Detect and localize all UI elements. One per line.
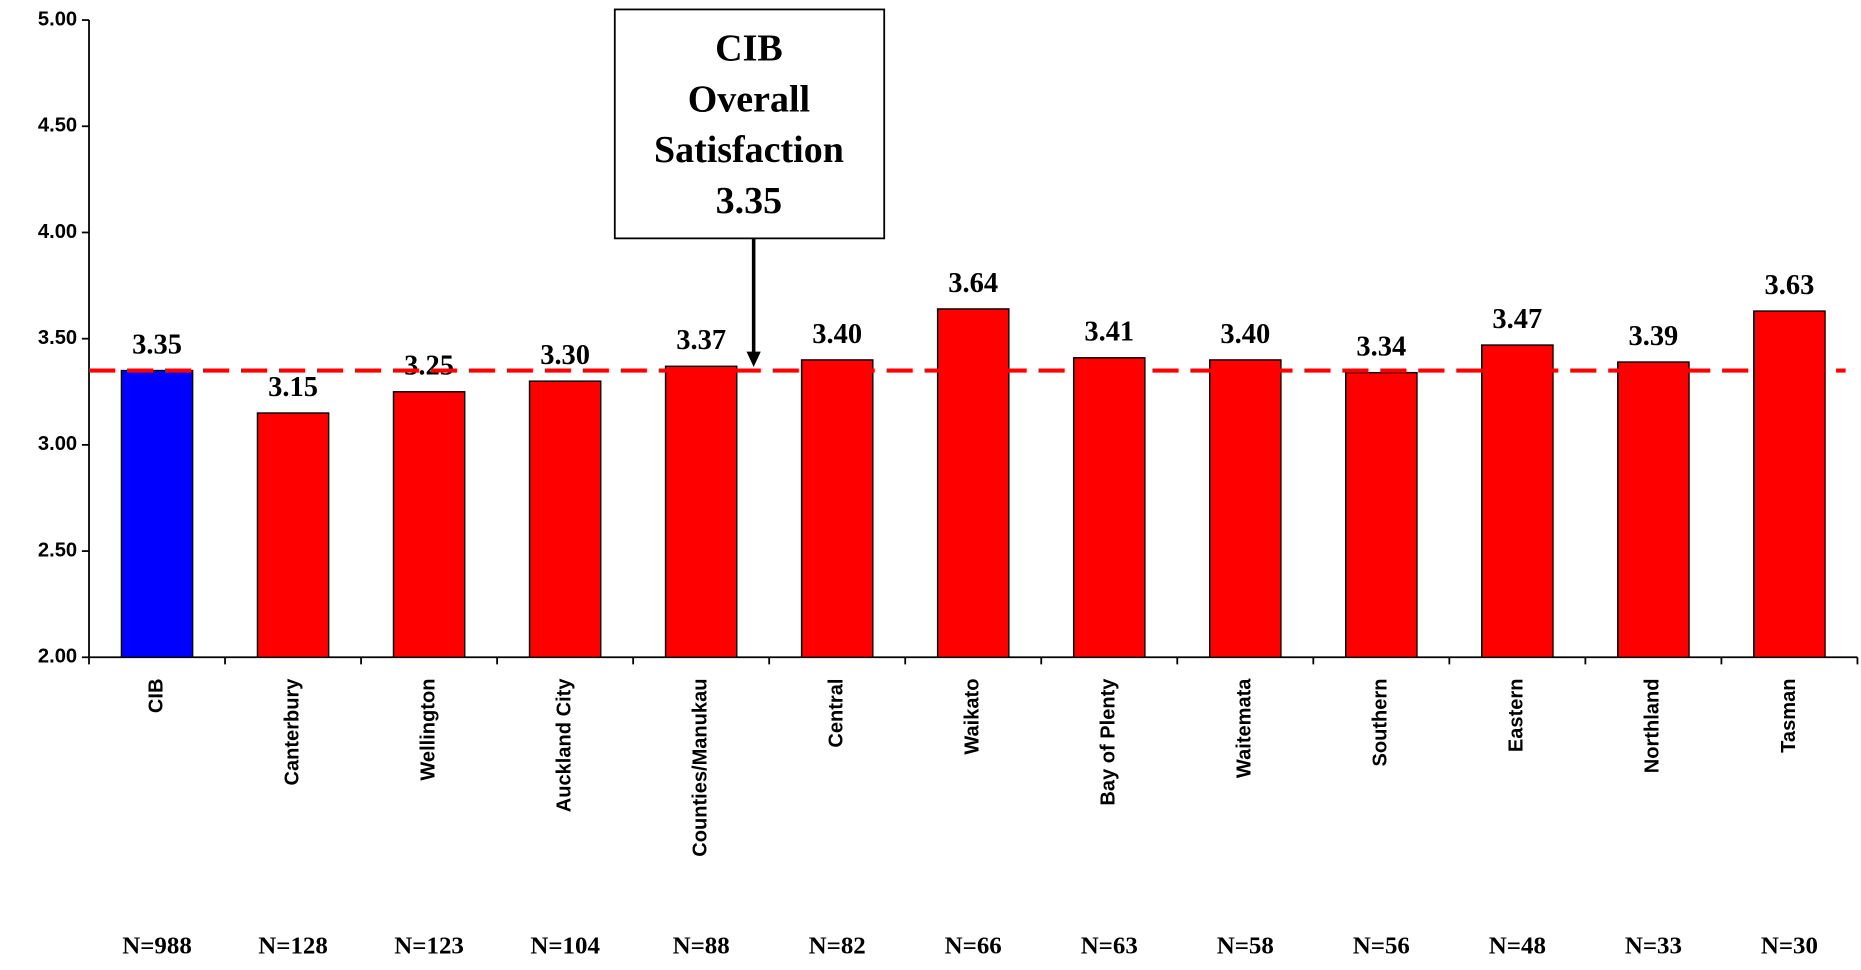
bar [664, 365, 738, 658]
x-tick-label: Wellington [417, 679, 439, 781]
bar [120, 369, 194, 658]
y-tick-label: 3.00 [38, 433, 77, 455]
y-tick-label: 3.50 [38, 327, 77, 349]
value-label: 3.40 [812, 319, 862, 350]
bar [1481, 344, 1554, 658]
bar [1208, 359, 1282, 658]
x-tick-label: Auckland City [553, 678, 575, 813]
x-tick-label: Tasman [1778, 679, 1800, 753]
value-label: 3.64 [948, 268, 998, 299]
x-tick-label: Central [825, 679, 847, 748]
value-label: 3.25 [404, 351, 454, 382]
n-label: N=56 [1353, 932, 1410, 959]
y-tick-label: 5.00 [38, 8, 77, 30]
bar [528, 380, 602, 658]
n-label: N=88 [673, 932, 730, 959]
x-tick-label: Eastern [1506, 679, 1528, 753]
value-label: 3.47 [1492, 304, 1542, 335]
n-label: N=33 [1625, 932, 1682, 959]
annotation-box [613, 8, 886, 240]
x-tick-label: CIB [145, 679, 167, 714]
value-label: 3.35 [132, 330, 182, 361]
bar [800, 359, 874, 658]
n-label: N=988 [122, 932, 192, 959]
x-tick-label: Waitemata [1234, 678, 1256, 778]
y-tick-label: 4.00 [38, 221, 77, 243]
annotation-text: CIB [715, 28, 783, 70]
x-tick-label: Counties/Manukau [689, 679, 711, 857]
x-tick-label: Waikato [962, 679, 984, 755]
y-tick-label: 2.50 [38, 539, 77, 561]
bar [1072, 357, 1146, 658]
n-label: N=30 [1761, 932, 1818, 959]
bar [936, 308, 1010, 658]
n-label: N=82 [809, 932, 866, 959]
x-tick-label: Bay of Plenty [1098, 678, 1120, 806]
bar [1753, 310, 1826, 658]
value-label: 3.40 [1220, 319, 1270, 350]
y-tick-label: 2.00 [38, 646, 77, 668]
annotation-arrowhead [746, 351, 761, 367]
annotation-text: 3.35 [716, 180, 782, 222]
x-tick-label: Northland [1642, 679, 1664, 774]
n-label: N=66 [945, 932, 1002, 959]
x-tick-label: Canterbury [281, 678, 303, 786]
n-label: N=58 [1217, 932, 1274, 959]
value-label: 3.30 [540, 340, 590, 371]
annotation-text: Satisfaction [654, 129, 844, 171]
n-label: N=128 [258, 932, 328, 959]
n-label: N=123 [394, 932, 464, 959]
value-label: 3.34 [1356, 332, 1406, 363]
n-label: N=104 [530, 932, 600, 959]
bar [1345, 371, 1418, 658]
bar [1617, 361, 1690, 658]
value-label: 3.15 [268, 372, 318, 403]
n-label: N=48 [1489, 932, 1546, 959]
bar [392, 391, 466, 658]
value-label: 3.41 [1084, 317, 1134, 348]
x-tick-label: Southern [1370, 679, 1392, 767]
value-label: 3.37 [676, 325, 726, 356]
annotation-text: Overall [688, 78, 810, 120]
value-label: 3.63 [1765, 270, 1815, 301]
bar [256, 412, 330, 658]
y-tick-label: 4.50 [38, 115, 77, 137]
value-label: 3.39 [1628, 321, 1678, 352]
n-label: N=63 [1081, 932, 1138, 959]
